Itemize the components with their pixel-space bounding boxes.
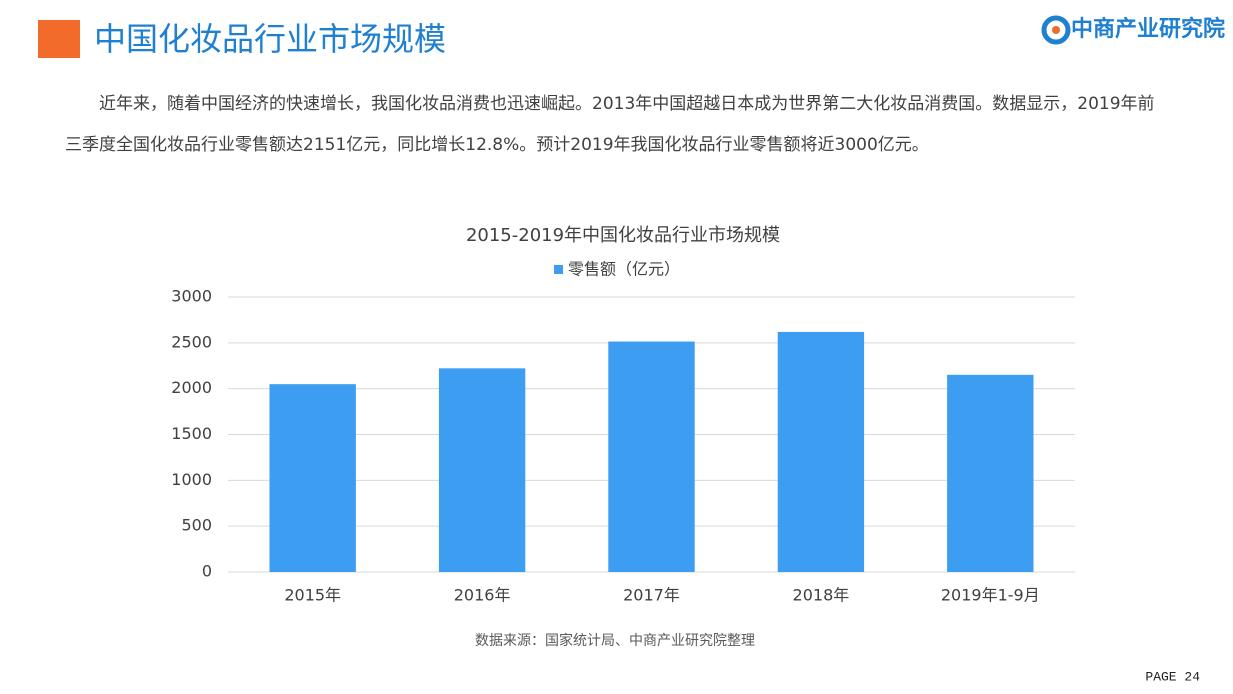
legend-swatch bbox=[554, 265, 563, 274]
bar bbox=[438, 368, 526, 572]
bar bbox=[777, 331, 865, 572]
y-tick-label: 1000 bbox=[171, 470, 212, 489]
x-tick-label: 2019年1-9月 bbox=[941, 586, 1040, 605]
x-tick-label: 2017年 bbox=[623, 586, 680, 605]
bar bbox=[608, 341, 695, 572]
y-tick-label: 1500 bbox=[171, 424, 212, 443]
legend-label: 零售额（亿元） bbox=[568, 260, 680, 279]
logo-icon-dot bbox=[1052, 26, 1060, 34]
y-tick-label: 0 bbox=[202, 562, 212, 581]
y-tick-label: 2000 bbox=[171, 378, 212, 397]
paragraph: 近年来，随着中国经济的快速增长，我国化妆品消费也迅速崛起。2013年中国超越日本… bbox=[65, 94, 1155, 155]
x-tick-label: 2015年 bbox=[284, 586, 341, 605]
source: 数据来源：国家统计局、中商产业研究院整理 bbox=[475, 632, 755, 649]
logo-icon bbox=[1041, 15, 1071, 45]
x-tick-label: 2018年 bbox=[793, 586, 850, 605]
chart-title: 2015-2019年中国化妆品行业市场规模 bbox=[466, 225, 780, 246]
logo-text: 中商产业研究院 bbox=[1071, 16, 1225, 42]
page-title: 中国化妆品行业市场规模 bbox=[94, 20, 446, 58]
y-tick-label: 3000 bbox=[171, 287, 212, 306]
bar bbox=[947, 374, 1034, 572]
y-tick-label: 500 bbox=[181, 516, 212, 535]
y-tick-label: 2500 bbox=[171, 332, 212, 351]
title-marker bbox=[38, 20, 80, 58]
bar bbox=[269, 384, 356, 572]
page-number: PAGE 24 bbox=[1145, 669, 1200, 684]
x-tick-label: 2016年 bbox=[454, 586, 511, 605]
